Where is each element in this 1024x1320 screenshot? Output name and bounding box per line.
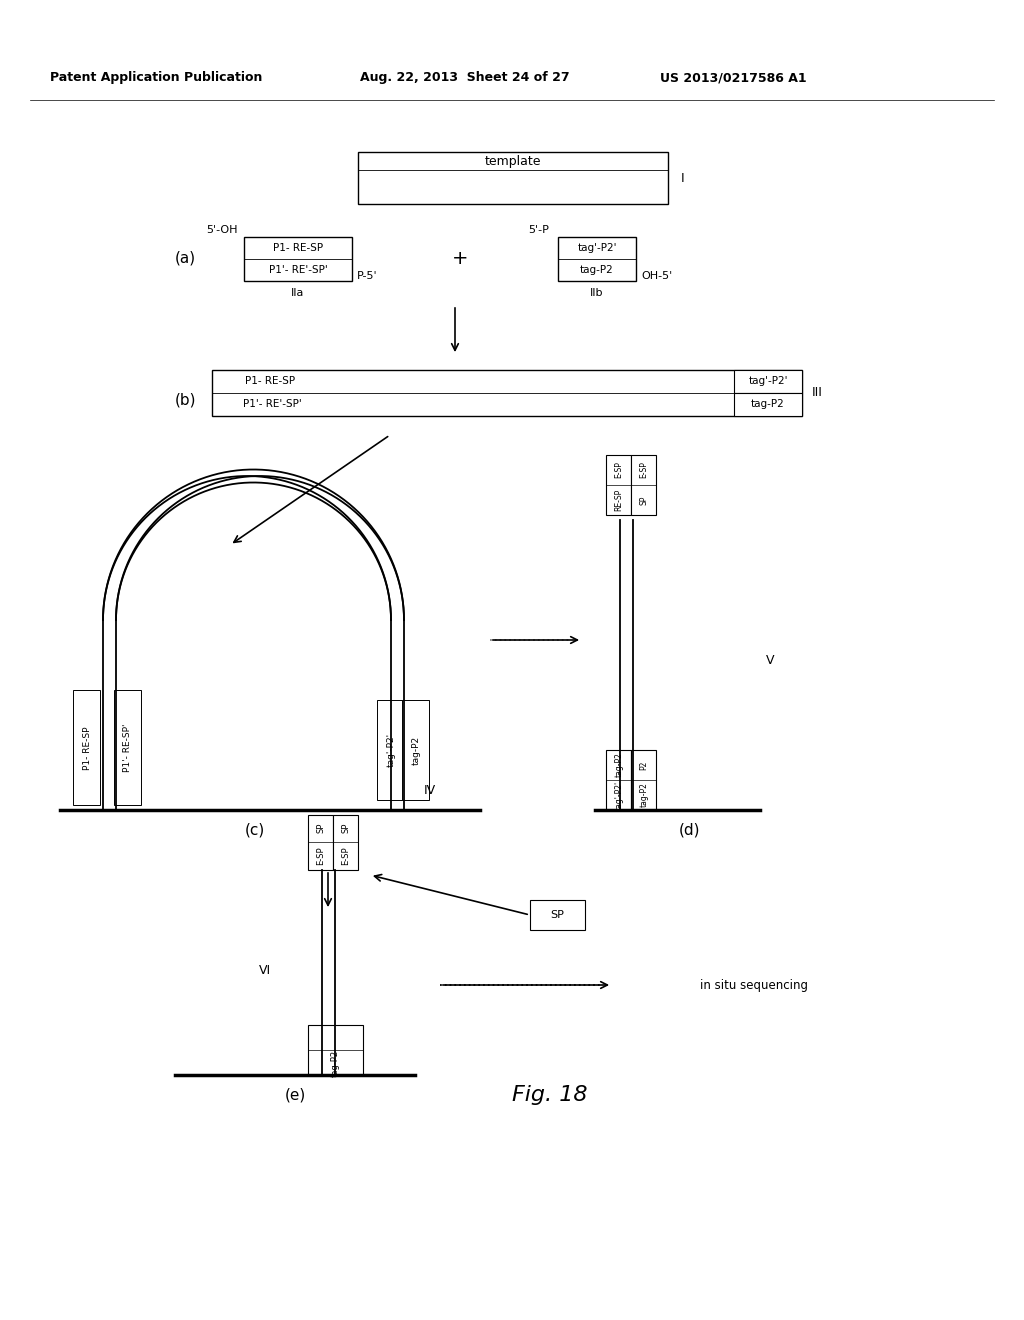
Text: SP: SP xyxy=(640,495,648,504)
Text: in situ sequencing: in situ sequencing xyxy=(700,978,808,991)
Text: Patent Application Publication: Patent Application Publication xyxy=(50,71,262,84)
Bar xyxy=(333,814,358,870)
Bar xyxy=(114,690,141,805)
Text: 5'-OH: 5'-OH xyxy=(207,224,238,235)
Text: tag'-P2': tag'-P2' xyxy=(386,733,395,767)
Bar xyxy=(631,455,656,515)
Text: SP: SP xyxy=(341,822,350,833)
Text: P1- RE-SP: P1- RE-SP xyxy=(83,726,91,770)
Bar xyxy=(606,750,631,810)
Bar xyxy=(212,370,802,416)
Text: tag-P2: tag-P2 xyxy=(614,752,624,777)
Text: (a): (a) xyxy=(174,251,196,265)
Text: US 2013/0217586 A1: US 2013/0217586 A1 xyxy=(660,71,807,84)
Bar xyxy=(402,700,429,800)
Text: (d): (d) xyxy=(679,822,700,837)
Text: P-5': P-5' xyxy=(357,271,378,281)
Text: IIa: IIa xyxy=(291,288,305,298)
Text: (b): (b) xyxy=(174,392,196,408)
Text: tag-P2: tag-P2 xyxy=(581,265,613,275)
Bar xyxy=(631,750,656,810)
Text: E-SP: E-SP xyxy=(341,846,350,866)
Bar xyxy=(734,370,802,393)
Text: tag'-P2': tag'-P2' xyxy=(614,780,624,809)
Text: E-SP: E-SP xyxy=(640,462,648,478)
Text: tag-P2: tag-P2 xyxy=(331,1049,340,1077)
Bar xyxy=(377,700,404,800)
Text: tag'-P2': tag'-P2' xyxy=(749,376,787,385)
Text: +: + xyxy=(452,248,468,268)
Text: tag-P2: tag-P2 xyxy=(752,399,784,409)
Text: (e): (e) xyxy=(285,1088,305,1102)
Bar xyxy=(606,455,631,515)
Bar xyxy=(558,238,636,281)
Text: tag'-P2': tag'-P2' xyxy=(578,243,616,253)
Text: VI: VI xyxy=(259,964,271,977)
Bar xyxy=(734,393,802,416)
Text: tag-P2: tag-P2 xyxy=(640,783,648,808)
Text: IIb: IIb xyxy=(590,288,604,298)
Text: Aug. 22, 2013  Sheet 24 of 27: Aug. 22, 2013 Sheet 24 of 27 xyxy=(360,71,569,84)
Text: E-SP: E-SP xyxy=(614,462,624,478)
Text: RE-SP: RE-SP xyxy=(614,488,624,511)
Bar xyxy=(308,1026,362,1074)
Text: I: I xyxy=(681,172,685,185)
Text: 5'-P: 5'-P xyxy=(528,224,549,235)
Bar xyxy=(530,900,585,931)
Text: V: V xyxy=(766,653,774,667)
Text: P1'- RE'-SP': P1'- RE'-SP' xyxy=(268,265,328,275)
Bar xyxy=(73,690,100,805)
Text: tag-P2: tag-P2 xyxy=(412,735,421,764)
Text: III: III xyxy=(812,387,822,400)
Text: P1'- RE'-SP': P1'- RE'-SP' xyxy=(243,399,301,409)
Text: Fig. 18: Fig. 18 xyxy=(512,1085,588,1105)
Bar xyxy=(308,814,333,870)
Text: IV: IV xyxy=(424,784,436,796)
Text: (c): (c) xyxy=(245,822,265,837)
Bar xyxy=(358,152,668,205)
Text: P2: P2 xyxy=(640,760,648,770)
Text: OH-5': OH-5' xyxy=(641,271,672,281)
Text: E-SP: E-SP xyxy=(316,846,326,866)
Text: SP: SP xyxy=(316,822,326,833)
Text: P1'- RE-SP': P1'- RE-SP' xyxy=(124,723,132,772)
Text: template: template xyxy=(484,156,542,169)
Text: P1- RE-SP: P1- RE-SP xyxy=(273,243,323,253)
Bar xyxy=(244,238,352,281)
Text: SP: SP xyxy=(550,909,564,920)
Text: P1- RE-SP: P1- RE-SP xyxy=(245,376,295,385)
